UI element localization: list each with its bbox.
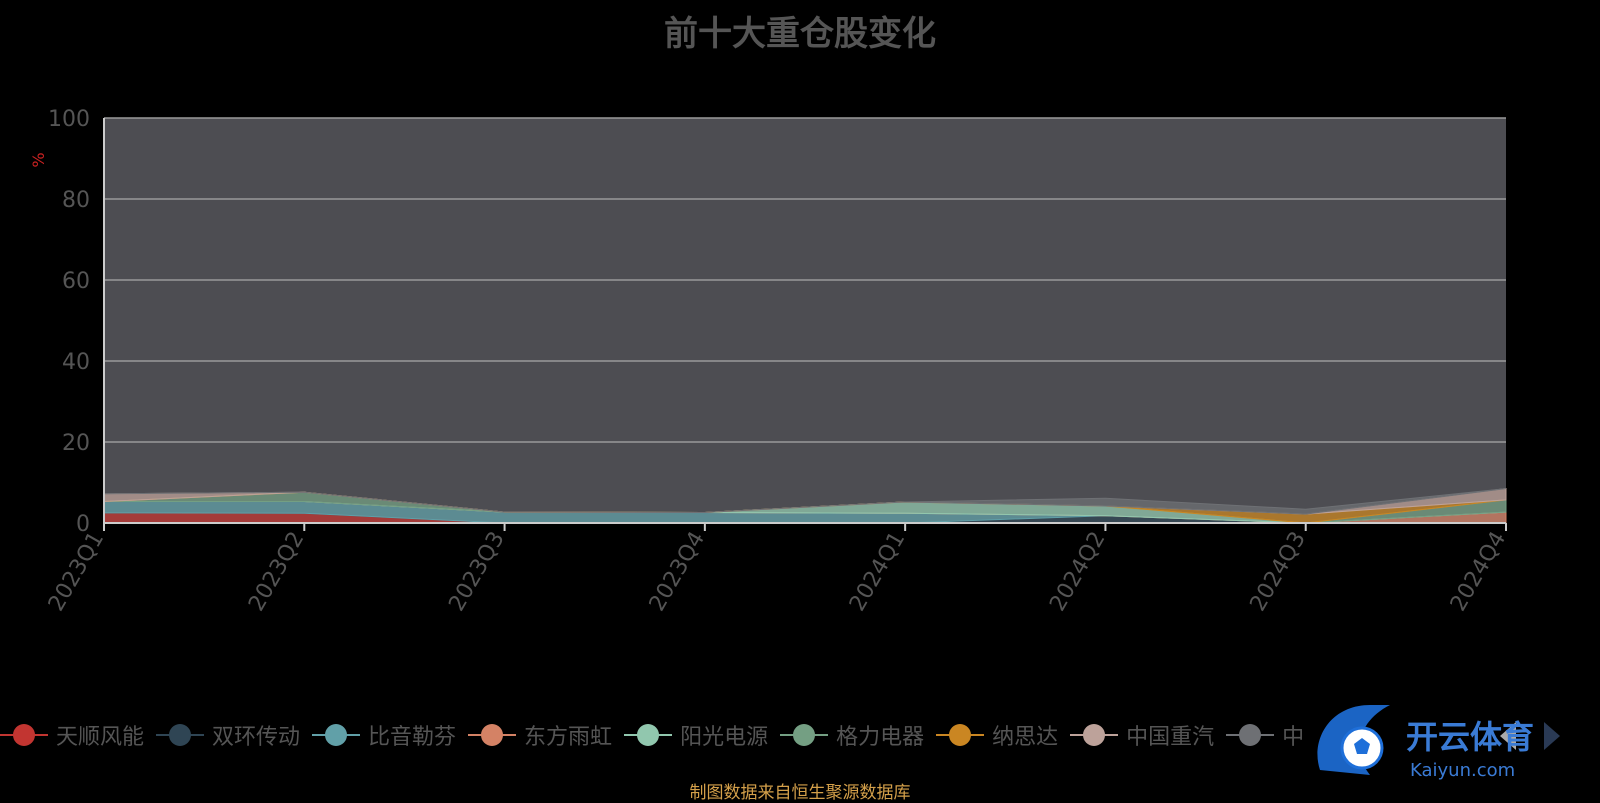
legend-item[interactable]: 双环传动	[156, 719, 300, 751]
watermark-logo: 开云体育 Kaiyun.com	[1317, 705, 1534, 781]
legend-marker-icon	[1226, 723, 1275, 747]
source-note: 制图数据来自恒生聚源数据库	[689, 783, 911, 803]
chart-legend: 天顺风能 双环传动 比音勒芬 东方雨虹 阳光电源 格力电器 纳思达 中国重汽 中	[0, 718, 1316, 752]
legend-label: 东方雨虹	[524, 725, 613, 750]
legend-marker-icon	[468, 723, 517, 747]
watermark-subtext: Kaiyun.com	[1410, 760, 1515, 781]
x-tick-label: 2023Q4	[645, 528, 710, 616]
legend-item[interactable]: 中国重汽	[1070, 719, 1214, 751]
y-tick-label: 20	[62, 431, 90, 456]
chevron-left-icon[interactable]	[1500, 722, 1516, 750]
chart-title: 前十大重仓股变化	[664, 14, 936, 54]
legend-label: 双环传动	[212, 725, 301, 750]
legend-item[interactable]: 格力电器	[780, 719, 924, 751]
chevron-right-icon[interactable]	[1544, 722, 1560, 750]
legend-label: 天顺风能	[56, 725, 145, 750]
legend-item[interactable]: 东方雨虹	[468, 719, 612, 751]
x-tick-label: 2024Q2	[1045, 528, 1110, 616]
legend-pagination	[1500, 722, 1560, 750]
x-tick-label: 2023Q1	[44, 528, 109, 616]
y-axis-unit-label: %	[29, 152, 48, 167]
y-tick-label: 80	[62, 188, 90, 213]
legend-marker-icon	[780, 723, 829, 747]
watermark-text: 开云体育	[1406, 718, 1534, 756]
legend-label: 中	[1282, 725, 1305, 750]
x-tick-label: 2023Q2	[244, 528, 309, 616]
legend-marker-icon	[156, 723, 205, 747]
y-tick-label: 40	[62, 350, 90, 375]
legend-item[interactable]: 阳光电源	[624, 719, 768, 751]
soccer-ball-icon	[1317, 705, 1390, 775]
y-tick-label: 60	[62, 269, 90, 294]
x-tick-label: 2023Q3	[444, 528, 509, 616]
plot-area	[104, 118, 1506, 523]
legend-marker-icon	[624, 723, 673, 747]
legend-marker-icon	[936, 723, 985, 747]
legend-marker-icon	[312, 723, 361, 747]
legend-label: 比音勒芬	[368, 725, 457, 750]
legend-item[interactable]: 中	[1226, 719, 1304, 751]
legend-marker-icon	[0, 723, 48, 747]
legend-item[interactable]: 纳思达	[936, 719, 1058, 751]
x-tick-label: 2024Q4	[1446, 528, 1511, 616]
y-tick-label: 100	[48, 107, 90, 132]
legend-label: 阳光电源	[680, 725, 769, 750]
y-tick-label: 0	[76, 512, 90, 537]
legend-label: 格力电器	[836, 725, 925, 750]
legend-marker-icon	[1070, 723, 1119, 747]
legend-item[interactable]: 天顺风能	[0, 719, 144, 751]
legend-label: 纳思达	[992, 725, 1059, 750]
series-area	[103, 488, 1507, 515]
legend-item[interactable]: 比音勒芬	[312, 719, 456, 751]
x-tick-label: 2024Q1	[845, 528, 910, 616]
legend-label: 中国重汽	[1126, 725, 1215, 750]
x-tick-label: 2024Q3	[1246, 528, 1311, 616]
